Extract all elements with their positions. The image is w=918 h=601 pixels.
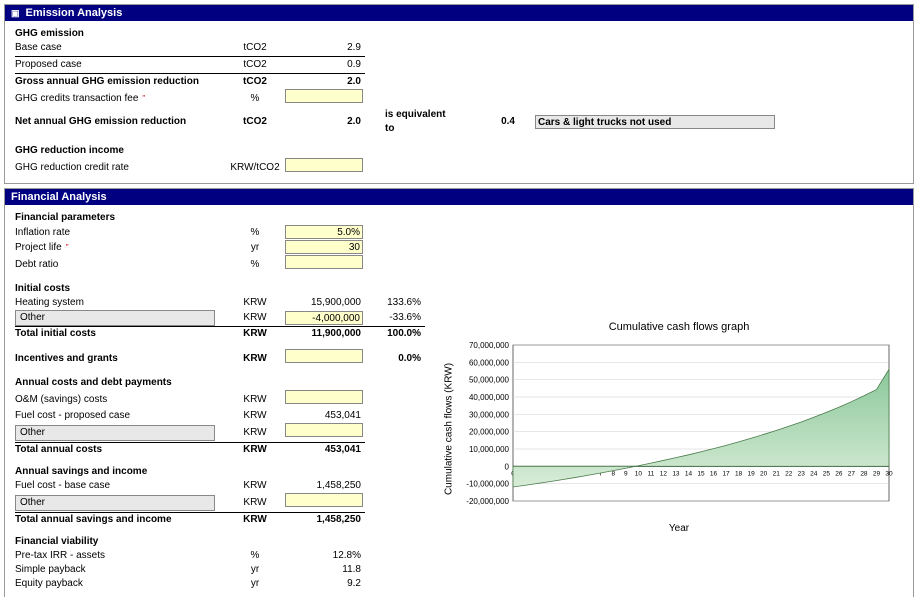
chart-x-label: Year <box>455 523 903 534</box>
fee-input[interactable] <box>285 89 363 103</box>
row-total-savings: Total annual savings and income KRW 1,45… <box>15 512 365 527</box>
params-header: Financial parameters <box>15 211 445 225</box>
row-net-reduction: Net annual GHG emission reduction tCO2 2… <box>15 108 903 136</box>
row-incentives: Incentives and grants KRW 0.0% <box>15 349 445 368</box>
svg-text:30,000,000: 30,000,000 <box>469 410 510 419</box>
svg-text:14: 14 <box>685 470 693 477</box>
cashflow-chart: Cumulative cash flows (KRW) -20,000,000-… <box>455 339 895 519</box>
note-icon: " <box>138 94 145 103</box>
svg-text:20: 20 <box>760 470 768 477</box>
ghg-emission-header: GHG emission <box>15 27 903 41</box>
row-irr: Pre-tax IRR - assets % 12.8% <box>15 549 445 563</box>
row-heating: Heating system KRW 15,900,000 133.6% <box>15 296 445 310</box>
equiv-desc[interactable]: Cars & light trucks not used <box>535 115 775 129</box>
row-total-annual: Total annual costs KRW 453,041 <box>15 442 365 457</box>
emission-title: Emission Analysis <box>26 7 123 19</box>
financial-title: Financial Analysis <box>11 191 107 203</box>
svg-text:40,000,000: 40,000,000 <box>469 393 510 402</box>
other-link[interactable]: Other <box>15 495 215 511</box>
viability-header: Financial viability <box>15 535 445 549</box>
svg-text:29: 29 <box>873 470 881 477</box>
inflation-input[interactable]: 5.0% <box>285 225 363 239</box>
annual-costs-header: Annual costs and debt payments <box>15 376 445 390</box>
svg-text:30: 30 <box>885 470 893 477</box>
emission-header[interactable]: ▣ Emission Analysis <box>5 5 913 21</box>
row-fuel-base: Fuel cost - base case KRW 1,458,250 <box>15 479 445 493</box>
row-project-life: Project life" yr 30 <box>15 240 445 255</box>
row-inflation: Inflation rate % 5.0% <box>15 225 445 240</box>
svg-text:8: 8 <box>611 470 615 477</box>
svg-text:-20,000,000: -20,000,000 <box>466 497 509 506</box>
svg-text:27: 27 <box>848 470 856 477</box>
svg-text:20,000,000: 20,000,000 <box>469 428 510 437</box>
svg-text:0: 0 <box>505 462 510 471</box>
financial-panel: Financial Analysis Financial parameters … <box>4 188 914 597</box>
row-debt-ratio: Debt ratio % <box>15 255 445 274</box>
svg-text:24: 24 <box>810 470 818 477</box>
chart-y-label: Cumulative cash flows (KRW) <box>444 363 455 495</box>
svg-text:23: 23 <box>798 470 806 477</box>
row-annual-other: Other KRW <box>15 423 445 442</box>
row-savings-other: Other KRW <box>15 493 445 512</box>
collapse-icon[interactable]: ▣ <box>11 8 20 19</box>
row-proposed: Proposed case tCO2 0.9 <box>15 58 903 72</box>
row-base-case: Base case tCO2 2.9 <box>15 41 903 55</box>
chart-title: Cumulative cash flows graph <box>455 321 903 333</box>
svg-text:70,000,000: 70,000,000 <box>469 341 510 350</box>
svg-text:9: 9 <box>624 470 628 477</box>
row-simple-payback: Simple payback yr 11.8 <box>15 563 445 577</box>
svg-text:10,000,000: 10,000,000 <box>469 445 510 454</box>
svg-text:22: 22 <box>785 470 793 477</box>
other-link[interactable]: Other <box>15 425 215 441</box>
row-gross-reduction: Gross annual GHG emission reduction tCO2… <box>15 75 903 89</box>
svg-text:11: 11 <box>647 470 654 477</box>
row-fee: GHG credits transaction fee" % <box>15 89 903 108</box>
project-life-input[interactable]: 30 <box>285 240 363 254</box>
row-om: O&M (savings) costs KRW <box>15 390 445 409</box>
om-input[interactable] <box>285 390 363 404</box>
svg-text:12: 12 <box>660 470 668 477</box>
initial-header: Initial costs <box>15 282 445 296</box>
row-credit-rate: GHG reduction credit rate KRW/tCO2 <box>15 158 903 177</box>
svg-text:15: 15 <box>697 470 705 477</box>
note-icon: " <box>62 243 69 252</box>
annual-other-input[interactable] <box>285 423 363 437</box>
svg-text:13: 13 <box>672 470 680 477</box>
svg-text:19: 19 <box>748 470 756 477</box>
initial-other-input[interactable]: -4,000,000 <box>285 311 363 325</box>
svg-text:60,000,000: 60,000,000 <box>469 358 510 367</box>
emission-panel: ▣ Emission Analysis GHG emission Base ca… <box>4 4 914 184</box>
annual-savings-header: Annual savings and income <box>15 465 445 479</box>
svg-text:17: 17 <box>722 470 730 477</box>
svg-text:18: 18 <box>735 470 743 477</box>
svg-text:50,000,000: 50,000,000 <box>469 376 510 385</box>
debt-ratio-input[interactable] <box>285 255 363 269</box>
svg-text:10: 10 <box>635 470 643 477</box>
svg-text:28: 28 <box>860 470 868 477</box>
incentives-input[interactable] <box>285 349 363 363</box>
financial-header[interactable]: Financial Analysis <box>5 189 913 205</box>
credit-rate-input[interactable] <box>285 158 363 172</box>
svg-text:26: 26 <box>835 470 843 477</box>
row-initial-other: Other KRW -4,000,000 -33.6% <box>15 310 445 326</box>
row-fuel-proposed: Fuel cost - proposed case KRW 453,041 <box>15 409 445 423</box>
row-total-initial: Total initial costs KRW 11,900,000 100.0… <box>15 326 425 341</box>
svg-text:-10,000,000: -10,000,000 <box>466 480 509 489</box>
ghg-income-header: GHG reduction income <box>15 144 903 158</box>
savings-other-input[interactable] <box>285 493 363 507</box>
svg-text:21: 21 <box>773 470 781 477</box>
svg-text:16: 16 <box>710 470 718 477</box>
row-equity-payback: Equity payback yr 9.2 <box>15 577 445 591</box>
other-link[interactable]: Other <box>15 310 215 326</box>
svg-text:25: 25 <box>823 470 831 477</box>
